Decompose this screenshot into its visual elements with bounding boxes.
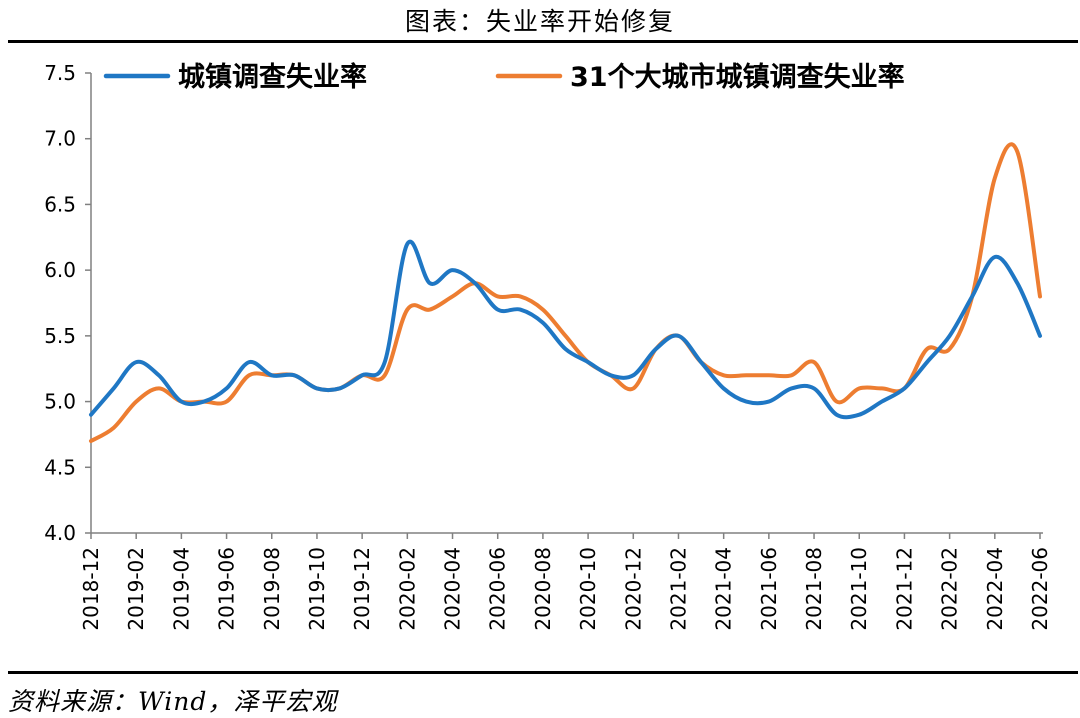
x-tick-label: 2020-02 bbox=[395, 547, 419, 631]
y-tick-label: 7.0 bbox=[44, 127, 76, 151]
y-tick-label: 6.5 bbox=[44, 192, 76, 216]
x-axis: 2018-12 2019-02 2019-04 2019-06 2019-08 2019-… bbox=[79, 532, 1052, 631]
x-tick-label: 2018-12 bbox=[79, 547, 103, 631]
x-tick-label: 2021-08 bbox=[802, 547, 826, 631]
x-tick-label: 2019-12 bbox=[350, 547, 374, 631]
legend-label-1: 31个大城市城镇调查失业率 bbox=[570, 61, 905, 93]
y-tick-label: 5.5 bbox=[44, 324, 76, 348]
x-tick-label: 2021-02 bbox=[666, 547, 690, 631]
x-tick-label: 2022-06 bbox=[1028, 547, 1052, 631]
source-note: 资料来源：Wind，泽平宏观 bbox=[8, 687, 338, 716]
top-rule bbox=[8, 40, 1078, 43]
x-tick-label: 2020-10 bbox=[576, 547, 600, 631]
y-tick-label: 4.5 bbox=[44, 455, 76, 479]
x-tick-label: 2019-10 bbox=[305, 547, 329, 631]
x-tick-label: 2020-08 bbox=[531, 547, 555, 631]
x-tick-label: 2020-04 bbox=[441, 547, 465, 631]
y-tick-label: 4.0 bbox=[44, 521, 76, 545]
legend-label-0: 城镇调查失业率 bbox=[178, 61, 367, 93]
x-tick-label: 2019-06 bbox=[215, 547, 239, 631]
x-tick-label: 2021-10 bbox=[847, 547, 871, 631]
x-tick-label: 2021-04 bbox=[712, 547, 736, 631]
series-lines bbox=[89, 142, 1042, 443]
y-axis: 4.0 4.5 5.0 5.5 6.0 6.5 7.0 7.5 bbox=[44, 61, 92, 545]
x-tick-label: 2019-08 bbox=[260, 547, 284, 631]
y-tick-label: 6.0 bbox=[44, 258, 76, 282]
bottom-rule bbox=[8, 671, 1078, 674]
x-tick-label: 2021-06 bbox=[757, 547, 781, 631]
series-line-0 bbox=[89, 239, 1042, 420]
x-tick-label: 2019-04 bbox=[169, 547, 193, 631]
legend: 城镇调查失业率 31个大城市城镇调查失业率 bbox=[103, 61, 905, 93]
chart-title: 图表：失业率开始修复 bbox=[404, 7, 675, 36]
y-tick-label: 5.0 bbox=[44, 390, 76, 414]
y-tick-label: 7.5 bbox=[44, 61, 76, 85]
x-tick-label: 2019-02 bbox=[124, 547, 148, 631]
x-tick-label: 2021-12 bbox=[892, 547, 916, 631]
x-tick-label: 2022-02 bbox=[938, 547, 962, 631]
x-tick-label: 2020-06 bbox=[486, 547, 510, 631]
x-tick-label: 2020-12 bbox=[621, 547, 645, 631]
x-tick-label: 2022-04 bbox=[983, 547, 1007, 631]
series-line-1 bbox=[89, 142, 1042, 443]
